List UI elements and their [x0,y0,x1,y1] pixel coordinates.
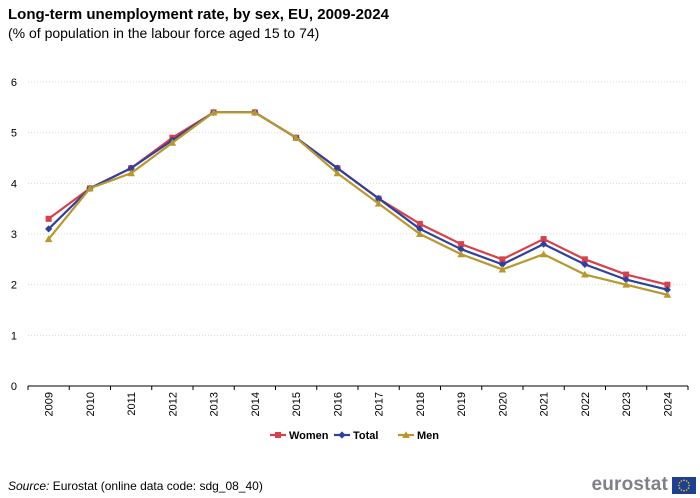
data-point-total [663,286,671,294]
chart-title: Long-term unemployment rate, by sex, EU,… [8,6,389,23]
y-tick-label: 2 [11,280,17,292]
data-point-total [375,194,383,203]
legend-marker-total [338,431,346,439]
eurostat-logo: eurostat [591,474,696,496]
flag-star [685,479,688,482]
flag-star [680,488,683,491]
x-tick-label: 2017 [374,392,386,416]
legend-marker-men [402,431,410,438]
data-point-total [540,240,548,248]
source-note: Source: Eurostat (online data code: sdg_… [8,479,263,493]
x-tick-label: 2014 [250,392,262,416]
y-tick-label: 1 [11,330,17,342]
data-point-men [374,199,383,207]
legend-label-total: Total [353,430,378,442]
data-point-men [209,108,218,116]
data-point-women [458,241,465,248]
x-tick-label: 2023 [621,392,633,416]
y-tick-label: 5 [11,128,17,140]
chart-subtitle: (% of population in the labour force age… [8,25,320,41]
x-tick-label: 2021 [539,392,551,416]
legend-item-women: Women [270,430,329,442]
x-tick-label: 2012 [167,392,179,416]
legend-label-women: Women [289,430,329,442]
flag-star [685,488,688,491]
data-point-women [664,281,671,288]
data-point-women [45,215,52,222]
legend: Women Total Men [270,430,439,442]
data-point-men [581,270,589,278]
source-text: Eurostat (online data code: sdg_08_40) [52,479,263,493]
data-point-women [540,236,547,243]
data-point-men [663,291,672,298]
x-tick-label: 2011 [126,392,138,416]
data-point-total [45,225,53,233]
legend-item-total: Total [334,430,378,442]
flag-star [683,479,685,481]
flag-star [678,481,681,484]
data-point-women [416,220,423,227]
y-axis: 0 1 2 3 4 5 6 [11,77,17,393]
data-point-women [581,256,588,263]
data-point-women [623,271,630,278]
series-group [44,108,672,298]
source-label: Source: [8,479,50,493]
data-point-men [622,280,630,288]
y-tick-label: 4 [11,178,17,190]
eu-flag-icon [672,476,696,494]
flag-star [683,489,685,491]
data-point-total [127,164,135,172]
x-tick-label: 2016 [332,392,344,416]
data-point-men [251,108,259,116]
data-point-total [457,245,465,253]
y-tick-label: 0 [11,381,17,393]
data-point-men [416,230,424,237]
flag-star [680,479,683,482]
x-axis: 2009 2010 2011 2012 2013 2014 2015 2016 2017 2018… [27,385,689,416]
data-point-men [498,265,507,273]
legend-marker-women [275,432,281,438]
x-tick-label: 2022 [580,392,592,416]
data-point-total [581,260,589,268]
data-point-men [333,169,342,177]
data-point-men [86,184,94,192]
flag-star [687,481,690,484]
data-point-men [127,169,135,177]
data-point-men [292,133,300,141]
x-tick-label: 2013 [209,392,221,416]
data-point-men [44,235,53,243]
flag-star [688,484,690,486]
data-point-men [457,250,465,258]
data-point-total [622,276,630,284]
x-tick-label: 2010 [85,392,97,416]
data-point-men [539,250,548,258]
gridlines [28,81,688,336]
series-line-total [47,111,668,291]
series-line-men [47,111,668,296]
y-tick-label: 3 [11,229,17,241]
legend-label-men: Men [417,430,439,442]
flag-star [678,484,680,486]
x-tick-label: 2024 [662,392,674,416]
series-total [45,108,671,294]
y-tick-label: 6 [11,77,17,89]
data-point-total [498,260,506,268]
data-point-men [168,139,177,146]
data-point-total [416,225,424,233]
data-point-total [333,164,341,172]
x-tick-label: 2020 [497,392,509,416]
x-tick-label: 2018 [415,392,427,416]
x-tick-label: 2019 [456,392,468,416]
flag-star [687,486,690,489]
x-tick-label: 2009 [44,392,56,416]
line-chart: 0 1 2 3 4 5 6 2009 2010 2011 2012 2013 2014 2015 2016… [11,77,689,442]
x-tick-label: 2015 [291,392,303,416]
legend-item-men: Men [398,430,439,442]
logo-text: eurostat [591,474,668,495]
series-men [44,108,672,298]
flag-star [678,486,681,489]
data-point-women [499,256,506,263]
